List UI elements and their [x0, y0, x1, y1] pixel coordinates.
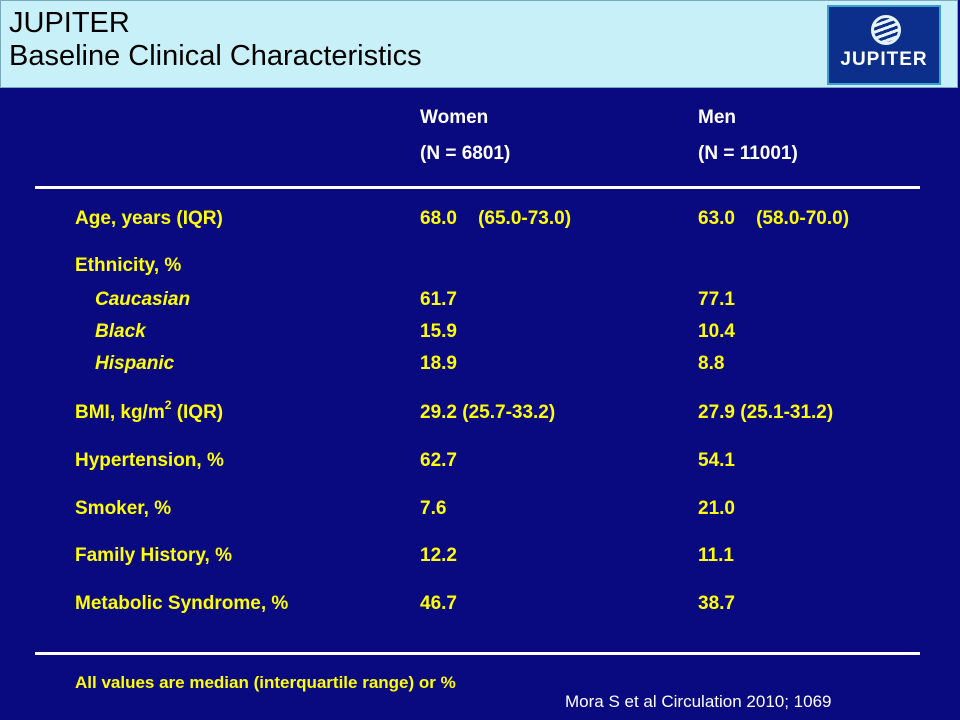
row-women-bmi: 29.2 (25.7-33.2)	[420, 402, 556, 423]
row-label-smoker: Smoker, %	[75, 498, 172, 519]
jupiter-logo: JUPITER	[827, 5, 941, 85]
row-label-family-history: Family History, %	[75, 545, 232, 566]
row-women-hypertension: 62.7	[420, 450, 457, 471]
bmi-label-pre: BMI, kg/m	[75, 402, 165, 423]
row-label-caucasian: Caucasian	[95, 289, 191, 310]
row-men-age: 63.0 (58.0-70.0)	[698, 208, 850, 229]
row-men-metabolic-syndrome: 38.7	[698, 593, 735, 614]
row-women-metabolic-syndrome: 46.7	[420, 593, 457, 614]
row-women-smoker: 7.6	[420, 498, 447, 519]
women-column-n: (N = 6801)	[420, 143, 511, 164]
row-label-hispanic: Hispanic	[95, 353, 175, 374]
slide-header: JUPITER Baseline Clinical Characteristic…	[0, 0, 958, 88]
row-men-smoker: 21.0	[698, 498, 735, 519]
title-line-1: JUPITER	[9, 7, 130, 39]
row-label-ethnicity: Ethnicity, %	[75, 255, 182, 276]
men-column-header: Men	[698, 107, 736, 128]
row-label-age: Age, years (IQR)	[75, 208, 223, 229]
men-column-n: (N = 11001)	[698, 143, 798, 164]
row-men-caucasian: 77.1	[698, 289, 735, 310]
row-men-hispanic: 8.8	[698, 353, 725, 374]
footnote: All values are median (interquartile ran…	[75, 673, 456, 692]
row-label-bmi: BMI, kg/m2 (IQR)	[75, 399, 224, 424]
bottom-divider	[35, 652, 920, 655]
logo-text: JUPITER	[840, 49, 928, 70]
top-divider	[35, 186, 920, 189]
bmi-label-post: (IQR)	[171, 402, 224, 423]
row-women-hispanic: 18.9	[420, 353, 457, 374]
bmi-label-sup: 2	[164, 397, 172, 412]
row-women-age: 68.0 (65.0-73.0)	[420, 208, 572, 229]
row-women-family-history: 12.2	[420, 545, 457, 566]
women-column-header: Women	[420, 107, 489, 128]
row-men-bmi: 27.9 (25.1-31.2)	[698, 402, 834, 423]
row-women-black: 15.9	[420, 321, 457, 342]
slide-title: JUPITER Baseline Clinical Characteristic…	[9, 7, 422, 73]
row-label-hypertension: Hypertension, %	[75, 450, 224, 471]
row-men-hypertension: 54.1	[698, 450, 735, 471]
row-men-family-history: 11.1	[698, 545, 734, 566]
row-men-black: 10.4	[698, 321, 735, 342]
row-label-black: Black	[95, 321, 146, 342]
title-line-2: Baseline Clinical Characteristics	[9, 40, 422, 72]
citation: Mora S et al Circulation 2010; 1069	[565, 692, 832, 711]
row-label-metabolic-syndrome: Metabolic Syndrome, %	[75, 593, 289, 614]
row-women-caucasian: 61.7	[420, 289, 457, 310]
globe-icon	[871, 15, 901, 45]
